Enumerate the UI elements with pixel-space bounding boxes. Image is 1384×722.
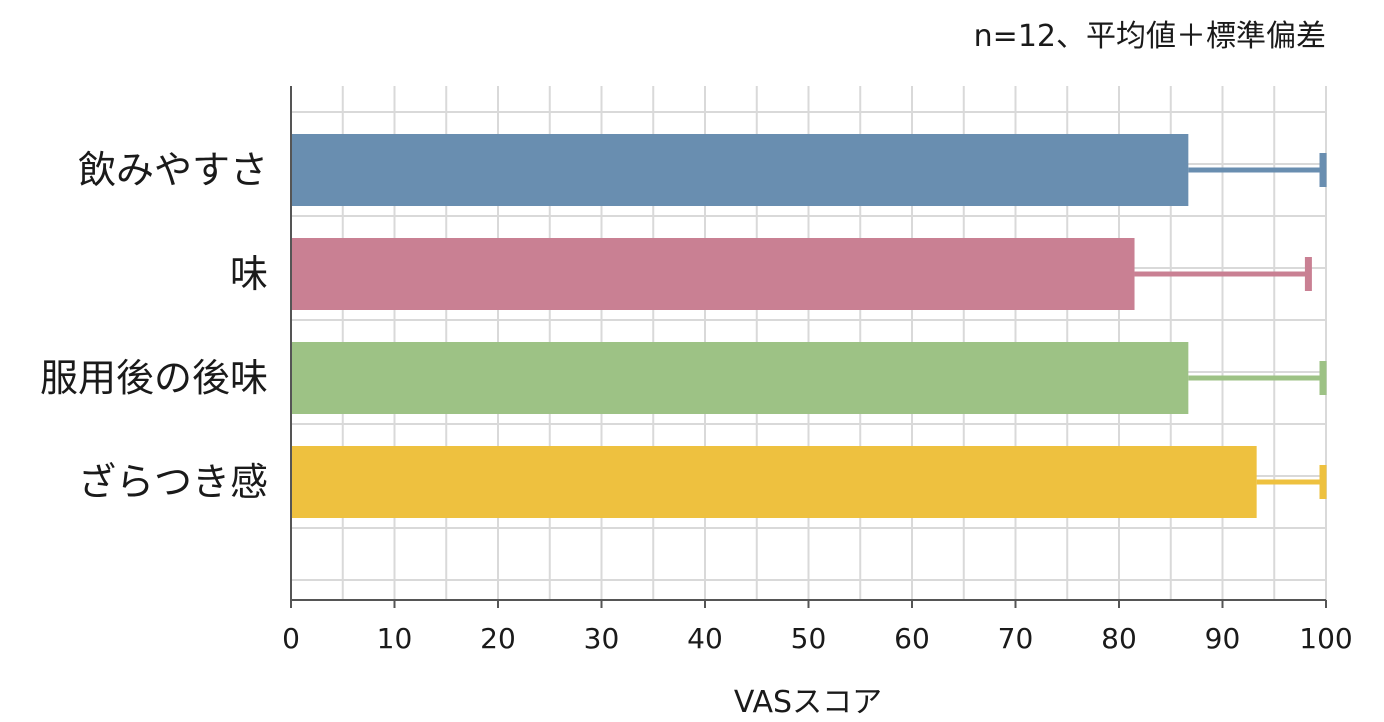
x-tick-label-1: 10 [377,622,413,655]
bar-2 [291,342,1189,414]
x-tick-label-9: 90 [1205,622,1241,655]
x-tick-label-10: 100 [1299,622,1352,655]
category-label-3: ざらつき感 [78,460,268,504]
bar-3 [291,446,1257,518]
x-tick-label-0: 0 [282,622,300,655]
error-bars [1134,153,1327,499]
x-tick-label-8: 80 [1101,622,1137,655]
chart-note: n=12、平均値＋標準偏差 [974,19,1326,54]
x-tick-label-4: 40 [687,622,723,655]
category-label-1: 味 [230,252,268,296]
bar-0 [291,134,1189,206]
x-tick-label-3: 30 [584,622,620,655]
x-axis-title: VASスコア [734,685,882,720]
axes [290,86,1327,608]
bars [291,134,1257,518]
x-tick-label-6: 60 [894,622,930,655]
x-tick-labels: 0 10 20 30 40 50 60 70 80 90 100 [282,622,1353,655]
x-tick-label-5: 50 [791,622,827,655]
x-tick-label-7: 70 [998,622,1034,655]
x-tick-label-2: 20 [480,622,516,655]
category-label-2: 服用後の後味 [40,356,268,400]
category-label-0: 飲みやすさ [78,148,268,192]
bar-1 [291,238,1135,310]
